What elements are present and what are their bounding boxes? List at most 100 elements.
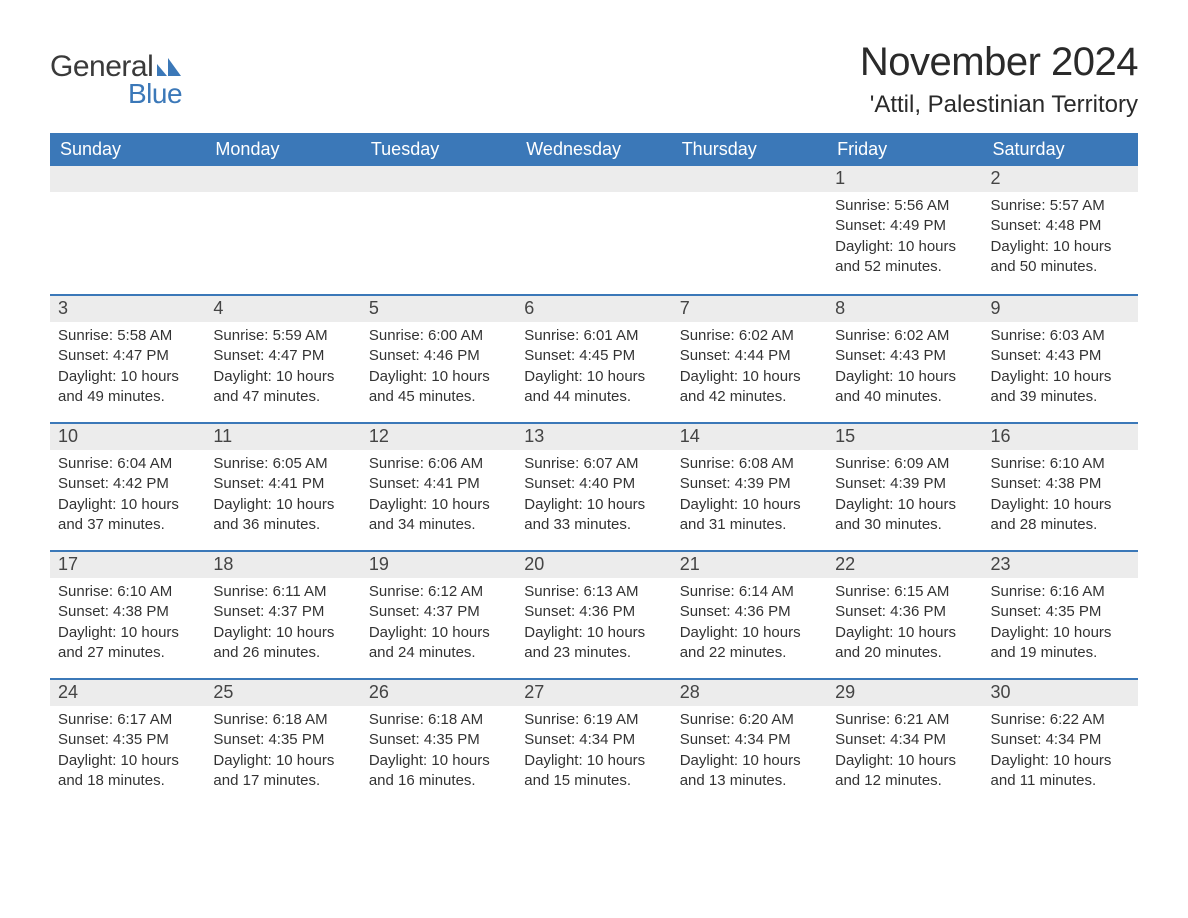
day-header-sunday: Sunday bbox=[50, 133, 205, 166]
daylight-line: Daylight: 10 hours and 17 minutes. bbox=[213, 751, 352, 792]
title-block: November 2024 'Attil, Palestinian Territ… bbox=[860, 40, 1138, 119]
day-body: Sunrise: 6:14 AMSunset: 4:36 PMDaylight:… bbox=[672, 578, 827, 671]
day-cell: 22Sunrise: 6:15 AMSunset: 4:36 PMDayligh… bbox=[827, 552, 982, 678]
day-number: 21 bbox=[672, 552, 827, 578]
daylight-line: Daylight: 10 hours and 49 minutes. bbox=[58, 367, 197, 408]
sunrise-line: Sunrise: 6:08 AM bbox=[680, 454, 819, 474]
day-number: 19 bbox=[361, 552, 516, 578]
week-row: 24 Sunrise: 6:17 AM Sunset: 4:35 PM Dayligh… bbox=[50, 678, 1138, 806]
sunrise-line: Sunrise: 6:18 AM bbox=[213, 710, 352, 730]
day-number bbox=[50, 166, 205, 192]
day-cell: 5Sunrise: 6:00 AMSunset: 4:46 PMDaylight… bbox=[361, 296, 516, 422]
day-cell bbox=[50, 166, 205, 294]
sunrise-line: Sunrise: 6:17 AM bbox=[58, 710, 197, 730]
day-body: Sunrise: 6:01 AMSunset: 4:45 PMDaylight:… bbox=[516, 322, 671, 415]
day-number: 10 bbox=[50, 424, 205, 450]
day-cell: 1Sunrise: 5:56 AMSunset: 4:49 PMDaylight… bbox=[827, 166, 982, 294]
sunrise-line: Sunrise: 6:05 AM bbox=[213, 454, 352, 474]
day-body: Sunrise: 5:59 AMSunset: 4:47 PMDaylight:… bbox=[205, 322, 360, 415]
day-body: Sunrise: 6:10 AMSunset: 4:38 PMDaylight:… bbox=[983, 450, 1138, 543]
header: General Blue November 2024 'Attil, Pales… bbox=[50, 40, 1138, 119]
sunrise-line: Sunrise: 6:15 AM bbox=[835, 582, 974, 602]
day-number: 3 bbox=[50, 296, 205, 322]
day-body: Sunrise: 6:06 AMSunset: 4:41 PMDaylight:… bbox=[361, 450, 516, 543]
daylight-line: Daylight: 10 hours and 36 minutes. bbox=[213, 495, 352, 536]
sunset-line: Sunset: 4:34 PM bbox=[991, 730, 1130, 750]
sunrise-line: Sunrise: 6:02 AM bbox=[835, 326, 974, 346]
sunset-line: Sunset: 4:37 PM bbox=[369, 602, 508, 622]
day-cell bbox=[516, 166, 671, 294]
day-cell: 18Sunrise: 6:11 AMSunset: 4:37 PMDayligh… bbox=[205, 552, 360, 678]
day-number: 23 bbox=[983, 552, 1138, 578]
sunset-line: Sunset: 4:38 PM bbox=[58, 602, 197, 622]
daylight-line: Daylight: 10 hours and 18 minutes. bbox=[58, 751, 197, 792]
day-number: 14 bbox=[672, 424, 827, 450]
day-cell: 29Sunrise: 6:21 AMSunset: 4:34 PMDayligh… bbox=[827, 680, 982, 806]
week-row: 1Sunrise: 5:56 AMSunset: 4:49 PMDaylight… bbox=[50, 166, 1138, 294]
sunset-line: Sunset: 4:34 PM bbox=[835, 730, 974, 750]
day-cell: 23Sunrise: 6:16 AMSunset: 4:35 PMDayligh… bbox=[983, 552, 1138, 678]
day-number: 24 bbox=[50, 680, 205, 706]
day-number: 6 bbox=[516, 296, 671, 322]
daylight-line: Daylight: 10 hours and 33 minutes. bbox=[524, 495, 663, 536]
sunset-line: Sunset: 4:43 PM bbox=[835, 346, 974, 366]
daylight-line: Daylight: 10 hours and 40 minutes. bbox=[835, 367, 974, 408]
day-cell: 14Sunrise: 6:08 AMSunset: 4:39 PMDayligh… bbox=[672, 424, 827, 550]
day-header-saturday: Saturday bbox=[983, 133, 1138, 166]
day-body: Sunrise: 5:58 AMSunset: 4:47 PMDaylight:… bbox=[50, 322, 205, 415]
daylight-line: Daylight: 10 hours and 27 minutes. bbox=[58, 623, 197, 664]
day-body: Sunrise: 6:13 AMSunset: 4:36 PMDaylight:… bbox=[516, 578, 671, 671]
day-cell: 8Sunrise: 6:02 AMSunset: 4:43 PMDaylight… bbox=[827, 296, 982, 422]
sunset-line: Sunset: 4:41 PM bbox=[213, 474, 352, 494]
sunset-line: Sunset: 4:38 PM bbox=[991, 474, 1130, 494]
day-body: Sunrise: 6:18 AMSunset: 4:35 PMDaylight:… bbox=[205, 706, 360, 799]
day-cell: 21Sunrise: 6:14 AMSunset: 4:36 PMDayligh… bbox=[672, 552, 827, 678]
sunset-line: Sunset: 4:47 PM bbox=[213, 346, 352, 366]
sunset-line: Sunset: 4:48 PM bbox=[991, 216, 1130, 236]
day-header-tuesday: Tuesday bbox=[361, 133, 516, 166]
sunrise-line: Sunrise: 5:57 AM bbox=[991, 196, 1130, 216]
day-cell bbox=[361, 166, 516, 294]
sunset-line: Sunset: 4:47 PM bbox=[58, 346, 197, 366]
sunset-line: Sunset: 4:35 PM bbox=[991, 602, 1130, 622]
day-number: 11 bbox=[205, 424, 360, 450]
sunset-line: Sunset: 4:41 PM bbox=[369, 474, 508, 494]
daylight-line: Daylight: 10 hours and 52 minutes. bbox=[835, 237, 974, 278]
day-cell: 24Sunrise: 6:17 AMSunset: 4:35 PMDayligh… bbox=[50, 680, 205, 806]
sunset-line: Sunset: 4:34 PM bbox=[524, 730, 663, 750]
daylight-line: Daylight: 10 hours and 22 minutes. bbox=[680, 623, 819, 664]
day-body: Sunrise: 6:07 AMSunset: 4:40 PMDaylight:… bbox=[516, 450, 671, 543]
logo-triangle-icon bbox=[157, 58, 181, 76]
sunset-line: Sunset: 4:49 PM bbox=[835, 216, 974, 236]
sunrise-line: Sunrise: 6:18 AM bbox=[369, 710, 508, 730]
sunrise-line: Sunrise: 5:59 AM bbox=[213, 326, 352, 346]
daylight-line: Daylight: 10 hours and 11 minutes. bbox=[991, 751, 1130, 792]
sunrise-line: Sunrise: 6:19 AM bbox=[524, 710, 663, 730]
day-number: 7 bbox=[672, 296, 827, 322]
sunset-line: Sunset: 4:35 PM bbox=[369, 730, 508, 750]
day-number: 28 bbox=[672, 680, 827, 706]
day-cell: 9Sunrise: 6:03 AMSunset: 4:43 PMDaylight… bbox=[983, 296, 1138, 422]
day-number bbox=[205, 166, 360, 192]
daylight-line: Daylight: 10 hours and 13 minutes. bbox=[680, 751, 819, 792]
day-number: 5 bbox=[361, 296, 516, 322]
sunset-line: Sunset: 4:46 PM bbox=[369, 346, 508, 366]
day-body: Sunrise: 6:05 AMSunset: 4:41 PMDaylight:… bbox=[205, 450, 360, 543]
sunrise-line: Sunrise: 6:09 AM bbox=[835, 454, 974, 474]
daylight-line: Daylight: 10 hours and 44 minutes. bbox=[524, 367, 663, 408]
daylight-line: Daylight: 10 hours and 31 minutes. bbox=[680, 495, 819, 536]
day-cell: 6Sunrise: 6:01 AMSunset: 4:45 PMDaylight… bbox=[516, 296, 671, 422]
day-cell: 13Sunrise: 6:07 AMSunset: 4:40 PMDayligh… bbox=[516, 424, 671, 550]
day-number: 26 bbox=[361, 680, 516, 706]
sunrise-line: Sunrise: 6:06 AM bbox=[369, 454, 508, 474]
day-cell: 28Sunrise: 6:20 AMSunset: 4:34 PMDayligh… bbox=[672, 680, 827, 806]
sunset-line: Sunset: 4:36 PM bbox=[524, 602, 663, 622]
daylight-line: Daylight: 10 hours and 37 minutes. bbox=[58, 495, 197, 536]
day-number: 2 bbox=[983, 166, 1138, 192]
day-cell: 26Sunrise: 6:18 AMSunset: 4:35 PMDayligh… bbox=[361, 680, 516, 806]
day-body: Sunrise: 6:00 AMSunset: 4:46 PMDaylight:… bbox=[361, 322, 516, 415]
day-body: Sunrise: 6:09 AMSunset: 4:39 PMDaylight:… bbox=[827, 450, 982, 543]
day-cell: 30Sunrise: 6:22 AMSunset: 4:34 PMDayligh… bbox=[983, 680, 1138, 806]
sunset-line: Sunset: 4:36 PM bbox=[680, 602, 819, 622]
daylight-line: Daylight: 10 hours and 15 minutes. bbox=[524, 751, 663, 792]
